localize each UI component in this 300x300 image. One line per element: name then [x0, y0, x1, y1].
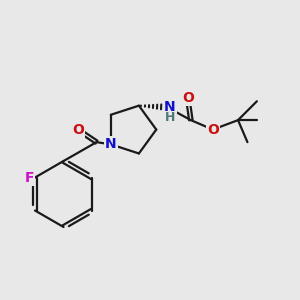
Text: O: O [207, 123, 219, 136]
Text: N: N [105, 137, 117, 151]
Text: H: H [164, 111, 175, 124]
Text: O: O [182, 91, 194, 105]
Text: N: N [164, 100, 176, 114]
Text: F: F [25, 170, 34, 184]
Text: O: O [72, 123, 84, 136]
